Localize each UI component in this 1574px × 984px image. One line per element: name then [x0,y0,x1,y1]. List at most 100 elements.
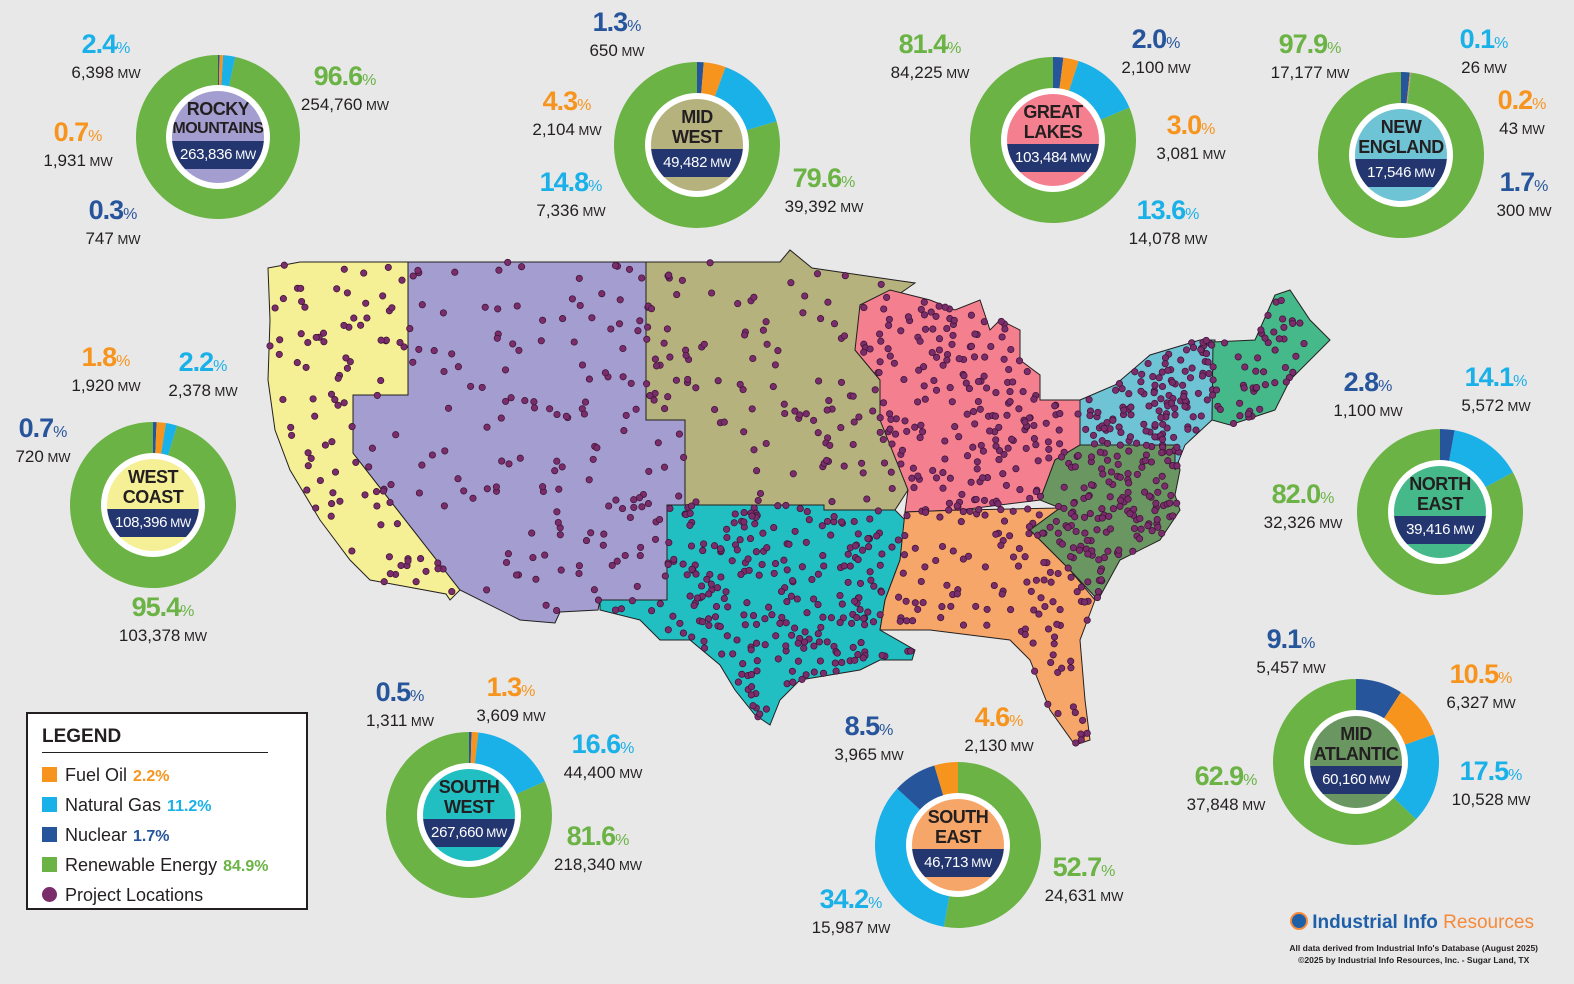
region-name: ROCKY MOUNTAINS [172,99,264,137]
region-center-greatlakes: GREAT LAKES 103,484 MW [1007,94,1099,186]
donut-segment-nuclear [1401,72,1410,108]
donut-westcoast: WEST COAST 108,396 MW [70,422,236,588]
legend-label: Renewable Energy [65,855,218,875]
donut-segment-fuel_oil [470,732,479,768]
legend-title: LEGEND [42,726,122,747]
legend: LEGEND Fuel Oil 2.2% Natural Gas 11.2% Nuc… [26,712,308,910]
label-northeast-nuclear: 2.8% 1,100 MW [1333,367,1403,420]
region-total: 263,836 MW [172,141,264,169]
label-midwest-natural_gas: 14.8% 7,336 MW [536,167,606,220]
label-midatlantic-fuel_oil: 10.5% 6,327 MW [1446,659,1516,712]
label-rocky-fuel_oil: 0.7% 1,931 MW [43,117,113,170]
label-southwest-fuel_oil: 1.3% 3,609 MW [476,672,546,725]
donut-segment-natural_gas [875,788,950,927]
region-total: 39,416 MW [1394,516,1486,544]
globe-logo-icon [1290,912,1309,930]
region-total: 60,160 MW [1310,766,1402,794]
region-name: WEST COAST [122,467,184,507]
donut-segment-renewable [943,762,1041,928]
label-westcoast-renewable: 95.4% 103,378 MW [118,592,208,645]
region-total: 103,484 MW [1007,144,1099,172]
label-southeast-nuclear: 8.5% 3,965 MW [834,711,904,764]
label-northeast-renewable: 82.0% 32,326 MW [1263,479,1343,532]
donut-segment-natural_gas [474,732,545,796]
region-name: MID WEST [672,107,723,147]
region-center-rocky: ROCKY MOUNTAINS 263,836 MW [172,91,264,183]
label-southeast-fuel_oil: 4.6% 2,130 MW [964,702,1034,755]
label-southwest-renewable: 81.6% 218,340 MW [553,821,643,874]
label-greatlakes-fuel_oil: 3.0% 3,081 MW [1156,110,1226,163]
label-newengland-renewable: 97.9% 17,177 MW [1270,29,1350,82]
region-center-westcoast: WEST COAST 108,396 MW [107,459,199,551]
map-region-greatlakes [854,289,1081,513]
donut-segment-nuclear [697,62,704,98]
donut-segment-fuel_oil [700,62,726,100]
brand-name-part2: Resources [1443,912,1534,933]
donut-segment-natural_gas [1406,72,1412,108]
donut-segment-natural_gas [221,55,236,91]
footer-credits: All data derived from Industrial Info's … [1289,942,1538,966]
donut-southeast: SOUTH EAST 46,713 MW [875,762,1041,928]
donut-southwest: SOUTH WEST 267,660 MW [386,732,552,898]
natural-gas-swatch-icon [42,797,57,812]
donut-newengland: NEW ENGLAND 17,546 MW [1318,72,1484,238]
label-midatlantic-nuclear: 9.1% 5,457 MW [1256,624,1326,677]
region-center-newengland: NEW ENGLAND 17,546 MW [1355,109,1447,201]
legend-label: Natural Gas [65,795,162,815]
nuclear-swatch-icon [42,827,57,842]
region-total: 267,660 MW [423,819,515,847]
region-total: 108,396 MW [107,509,199,537]
legend-value: 2.2% [133,768,170,785]
label-westcoast-nuclear: 0.7% 720 MW [15,413,71,466]
donut-segment-nuclear [1356,679,1401,722]
donut-segment-fuel_oil [155,422,166,458]
donut-segment-renewable [136,55,300,220]
label-greatlakes-natural_gas: 13.6% 14,078 MW [1128,195,1208,248]
map-regions [267,249,1331,746]
project-location-dot-icon [42,887,57,902]
donut-segment-nuclear [153,422,157,458]
label-midwest-renewable: 79.6% 39,392 MW [784,163,864,216]
donut-segment-fuel_oil [1406,72,1411,108]
legend-item-nuclear: Nuclear 1.7% [42,822,170,848]
legend-label: Fuel Oil [65,765,128,785]
label-northeast-natural_gas: 14.1% 5,572 MW [1461,362,1531,415]
label-midwest-nuclear: 1.3% 650 MW [589,7,645,60]
donut-midatlantic: MID ATLANTIC 60,160 MW [1273,679,1439,845]
donut-segment-nuclear [1053,57,1064,93]
donut-segment-fuel_oil [1059,57,1079,95]
region-center-northeast: NORTH EAST 39,416 MW [1394,466,1486,558]
legend-value: 11.2% [167,798,212,815]
donut-segment-natural_gas [1067,61,1130,122]
label-greatlakes-nuclear: 2.0% 2,100 MW [1121,24,1191,77]
region-center-midwest: MID WEST 49,482 MW [651,99,743,191]
label-newengland-natural_gas: 0.1% 26 MW [1459,24,1509,77]
region-total: 17,546 MW [1355,159,1447,187]
label-rocky-renewable: 96.6% 254,760 MW [300,61,390,114]
legend-divider [42,752,268,753]
donut-segment-fuel_oil [218,55,224,90]
label-southeast-natural_gas: 34.2% 15,987 MW [811,884,891,937]
legend-item-project-locations: Project Locations [42,882,203,908]
legend-item-natural-gas: Natural Gas 11.2% [42,792,212,818]
donut-segment-renewable [614,62,780,228]
donut-segment-renewable [1357,429,1523,595]
donut-midwest: MID WEST 49,482 MW [614,62,780,228]
project-location-dots [266,258,1308,747]
donut-northeast: NORTH EAST 39,416 MW [1357,429,1523,595]
label-southwest-nuclear: 0.5% 1,311 MW [366,677,434,730]
label-newengland-fuel_oil: 0.2% 43 MW [1497,85,1547,138]
footer-copyright: ©2025 by Industrial Info Resources, Inc.… [1298,955,1530,965]
renewable-swatch-icon [42,857,57,872]
region-center-southwest: SOUTH WEST 267,660 MW [423,769,515,861]
label-rocky-nuclear: 0.3% 747 MW [85,195,141,248]
donut-segment-renewable [70,422,236,588]
label-midwest-fuel_oil: 4.3% 2,104 MW [532,86,602,139]
region-name: MID ATLANTIC [1313,724,1399,764]
label-southeast-renewable: 52.7% 24,631 MW [1044,852,1124,905]
region-name: SOUTH EAST [927,807,989,847]
legend-item-renewable: Renewable Energy 84.9% [42,852,268,878]
label-westcoast-fuel_oil: 1.8% 1,920 MW [71,342,141,395]
donut-rocky: ROCKY MOUNTAINS 263,836 MW [136,55,300,220]
